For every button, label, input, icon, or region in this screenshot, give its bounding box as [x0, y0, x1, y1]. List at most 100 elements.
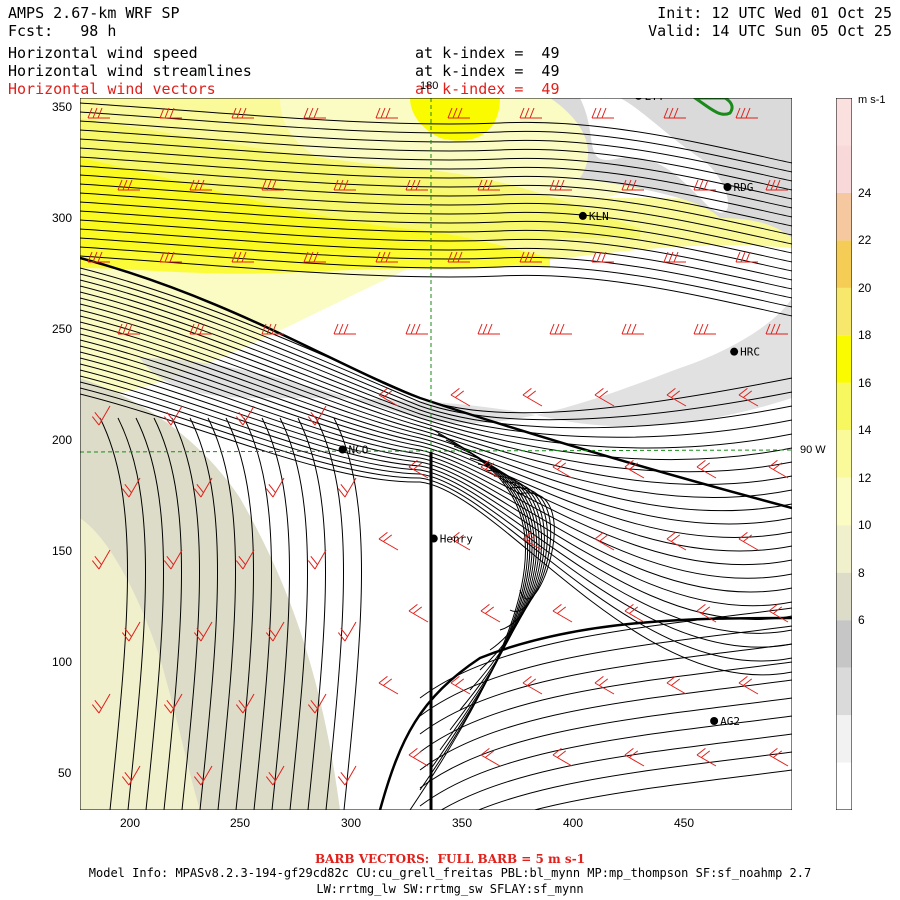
streamline: [80, 129, 792, 191]
wind-barbs: [87, 107, 789, 786]
init-time: Init: 12 UTC Wed 01 Oct 25: [657, 4, 892, 22]
wind-barb: [738, 387, 759, 407]
streamline: [80, 279, 792, 429]
wind-barb: [663, 107, 686, 119]
streamline: [243, 417, 272, 810]
colorbar-cell: [836, 477, 852, 526]
streamline: [517, 492, 555, 600]
colorbar-cell: [836, 98, 852, 146]
svg-text:LYT: LYT: [644, 98, 664, 103]
wind-barb: [121, 621, 141, 642]
streamline: [80, 381, 792, 648]
streamline: [80, 111, 792, 173]
streamline: [419, 679, 792, 771]
streamline: [80, 339, 792, 552]
colorbar-cell: [836, 192, 852, 241]
wind-barb: [408, 459, 429, 479]
streamline: [80, 183, 792, 245]
wind-barb: [447, 107, 470, 119]
wind-barb: [91, 693, 111, 714]
streamline: [419, 625, 792, 717]
streamline: [80, 174, 792, 236]
wind-barb: [307, 405, 327, 426]
streamline: [207, 417, 236, 810]
wind-barb: [450, 675, 471, 695]
wind-barb: [121, 477, 141, 498]
streamline: [117, 417, 146, 810]
colorbar-cell: [836, 287, 852, 336]
wind-barb: [519, 107, 542, 119]
forecast-hour: Fcst: 98 h: [8, 22, 117, 40]
wind-barb: [163, 405, 183, 426]
wind-barb: [265, 765, 285, 786]
streamline: [80, 309, 792, 486]
streamline: [315, 417, 344, 810]
wind-barb: [303, 107, 326, 119]
wind-barb: [549, 323, 572, 335]
wind-barb: [193, 621, 213, 642]
wind-barb: [91, 549, 111, 570]
wind-barb: [522, 531, 543, 551]
streamline: [279, 417, 308, 810]
streamline: [333, 417, 362, 810]
wind-barb: [735, 107, 758, 119]
wind-barb: [621, 179, 644, 191]
streamline: [80, 273, 792, 421]
colorbar: [836, 98, 852, 810]
colorbar-cell: [836, 572, 852, 621]
colorbar-label: 8: [858, 565, 865, 580]
wind-barb: [549, 179, 572, 191]
x-tick: 250: [230, 816, 251, 830]
wind-barb: [117, 179, 140, 191]
streamline: [80, 333, 792, 538]
barb-legend: BARB VECTORS: FULL BARB = 5 m s-1: [314, 852, 586, 866]
field-level-speed: at k-index = 49: [415, 44, 560, 62]
station-rdg: RDG: [723, 181, 753, 194]
wind-barb: [447, 251, 470, 263]
svg-text:RDG: RDG: [733, 181, 753, 194]
station-kln: KLN: [578, 210, 609, 223]
streamline: [509, 487, 552, 612]
wind-barb: [552, 459, 573, 479]
wind-barb: [405, 323, 428, 335]
wind-barb: [696, 459, 717, 479]
wind-barb: [117, 323, 140, 335]
wind-barb: [624, 459, 645, 479]
wind-barb: [738, 531, 759, 551]
streamline: [80, 321, 792, 512]
svg-text:AG2: AG2: [720, 715, 740, 728]
wind-barb: [235, 693, 255, 714]
y-tick: 250: [52, 322, 73, 336]
wind-barb: [666, 675, 687, 695]
wind-barb: [163, 549, 183, 570]
streamline: [189, 417, 218, 810]
wind-barb: [768, 459, 789, 479]
streamline: [80, 210, 792, 272]
wind-barb: [408, 747, 429, 767]
stations: KLN RDG HRC NCO Henry AG2 LYT: [338, 98, 760, 728]
wind-barb: [121, 765, 141, 786]
streamline: [80, 255, 792, 317]
streamline: [419, 661, 792, 753]
streamline: [135, 417, 164, 810]
streamline: [80, 351, 792, 579]
streamline: [80, 315, 792, 498]
streamline: [499, 481, 548, 631]
wind-barb: [163, 693, 183, 714]
streamline: [440, 733, 792, 810]
colorbar-label: 6: [858, 613, 865, 628]
wind-barb: [159, 107, 182, 119]
colorbar-label: 14: [858, 423, 872, 438]
streamline: [80, 291, 792, 449]
streamline: [80, 102, 792, 164]
wind-barb: [477, 323, 500, 335]
svg-text:HRC: HRC: [740, 346, 760, 359]
wind-barb: [87, 251, 110, 263]
wind-barb: [594, 387, 615, 407]
wind-barb: [477, 179, 500, 191]
y-tick: 300: [52, 211, 73, 225]
colorbar-cell: [836, 525, 852, 573]
wind-barb: [765, 179, 788, 191]
streamline: [80, 165, 792, 227]
streamlines: [80, 102, 792, 810]
